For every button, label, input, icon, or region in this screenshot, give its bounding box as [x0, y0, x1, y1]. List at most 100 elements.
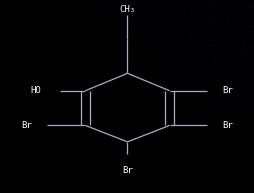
Point [178, 62, 182, 65]
Point [172, 92, 177, 95]
Point [173, 107, 177, 110]
Point [228, 77, 232, 80]
Point [167, 76, 171, 79]
Point [216, 109, 220, 112]
Point [96, 27, 100, 30]
Point [149, 70, 153, 73]
Point [135, 29, 139, 32]
Point [247, 57, 251, 60]
Point [141, 19, 145, 23]
Point [209, 77, 213, 80]
Point [218, 62, 222, 65]
Point [207, 61, 211, 64]
Point [242, 98, 246, 101]
Point [176, 40, 180, 43]
Point [145, 39, 149, 42]
Point [147, 6, 151, 9]
Point [196, 99, 200, 102]
Point [202, 110, 206, 113]
Point [119, 32, 123, 36]
Point [156, 20, 160, 23]
Point [91, 0, 96, 2]
Point [219, 35, 223, 38]
Point [141, 11, 146, 14]
Point [159, 96, 163, 100]
Point [158, 5, 162, 8]
Point [115, 49, 119, 52]
Point [181, 97, 185, 100]
Point [128, 46, 132, 49]
Point [98, 27, 102, 30]
Point [108, 24, 112, 27]
Point [237, 7, 241, 10]
Point [184, 32, 188, 35]
Point [247, 16, 251, 19]
Point [178, 60, 182, 63]
Point [120, 56, 124, 59]
Point [183, 3, 187, 6]
Point [240, 33, 244, 36]
Point [83, 27, 87, 30]
Point [207, 112, 211, 115]
Point [242, 104, 246, 107]
Point [211, 18, 215, 21]
Point [155, 70, 159, 74]
Point [228, 56, 232, 59]
Point [194, 65, 198, 68]
Point [178, 60, 182, 63]
Point [106, 20, 110, 23]
Point [113, 63, 117, 66]
Point [181, 38, 185, 41]
Point [228, 114, 232, 117]
Point [138, 7, 142, 10]
Point [123, 17, 127, 20]
Point [181, 111, 185, 114]
Point [145, 40, 149, 43]
Point [197, 96, 201, 100]
Point [138, 34, 142, 37]
Point [124, 72, 128, 75]
Point [216, 69, 220, 72]
Point [205, 110, 209, 113]
Point [217, 30, 221, 33]
Point [131, 26, 135, 29]
Point [223, 101, 227, 104]
Point [146, 19, 150, 22]
Point [153, 20, 157, 23]
Point [226, 82, 230, 85]
Point [149, 87, 153, 90]
Point [187, 8, 192, 11]
Point [107, 53, 112, 57]
Point [205, 91, 209, 94]
Point [175, 44, 179, 47]
Point [103, 35, 107, 38]
Point [236, 6, 240, 9]
Point [204, 38, 209, 41]
Point [181, 11, 185, 14]
Point [143, 68, 147, 71]
Point [154, 71, 158, 74]
Point [187, 81, 191, 84]
Point [109, 51, 113, 54]
Point [142, 76, 147, 79]
Point [132, 0, 136, 3]
Point [119, 29, 123, 32]
Point [112, 15, 116, 18]
Point [237, 102, 242, 105]
Point [129, 61, 133, 64]
Point [167, 63, 171, 67]
Point [188, 104, 192, 108]
Point [225, 85, 229, 88]
Point [199, 3, 203, 6]
Point [204, 37, 209, 40]
Point [187, 110, 191, 113]
Point [154, 11, 158, 14]
Point [235, 106, 239, 109]
Point [239, 109, 243, 112]
Point [228, 67, 232, 70]
Point [85, 18, 89, 21]
Point [205, 57, 209, 60]
Point [75, 32, 79, 35]
Point [122, 31, 126, 34]
Point [83, 24, 87, 27]
